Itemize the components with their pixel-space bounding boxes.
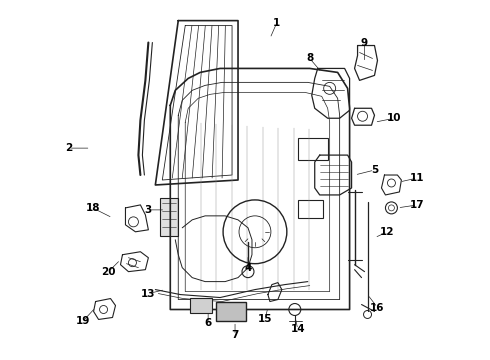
Text: 3: 3: [145, 205, 152, 215]
Text: 8: 8: [306, 54, 314, 63]
Text: 13: 13: [141, 289, 156, 298]
Bar: [298, 200, 323, 218]
Text: 4: 4: [245, 263, 252, 273]
Text: 15: 15: [258, 314, 272, 324]
Bar: [190, 298, 212, 314]
Text: 18: 18: [85, 203, 100, 213]
Bar: [298, 138, 328, 160]
Text: 16: 16: [370, 302, 385, 312]
Text: 17: 17: [410, 200, 425, 210]
Text: 1: 1: [273, 18, 280, 28]
Text: 5: 5: [371, 165, 378, 175]
Text: 9: 9: [361, 37, 368, 48]
Text: 19: 19: [75, 316, 90, 327]
Bar: [160, 198, 178, 236]
Text: 2: 2: [65, 143, 73, 153]
Text: 11: 11: [410, 173, 424, 183]
Text: 14: 14: [291, 324, 305, 334]
Bar: [216, 302, 246, 321]
Text: 7: 7: [231, 330, 239, 341]
Text: 6: 6: [204, 319, 212, 328]
Text: 12: 12: [380, 227, 395, 237]
Text: 10: 10: [387, 113, 402, 123]
Text: 20: 20: [101, 267, 116, 276]
